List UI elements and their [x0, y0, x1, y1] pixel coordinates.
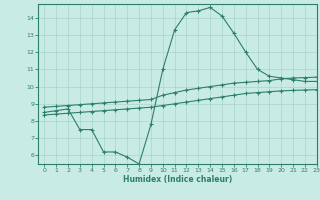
X-axis label: Humidex (Indice chaleur): Humidex (Indice chaleur) [123, 175, 232, 184]
